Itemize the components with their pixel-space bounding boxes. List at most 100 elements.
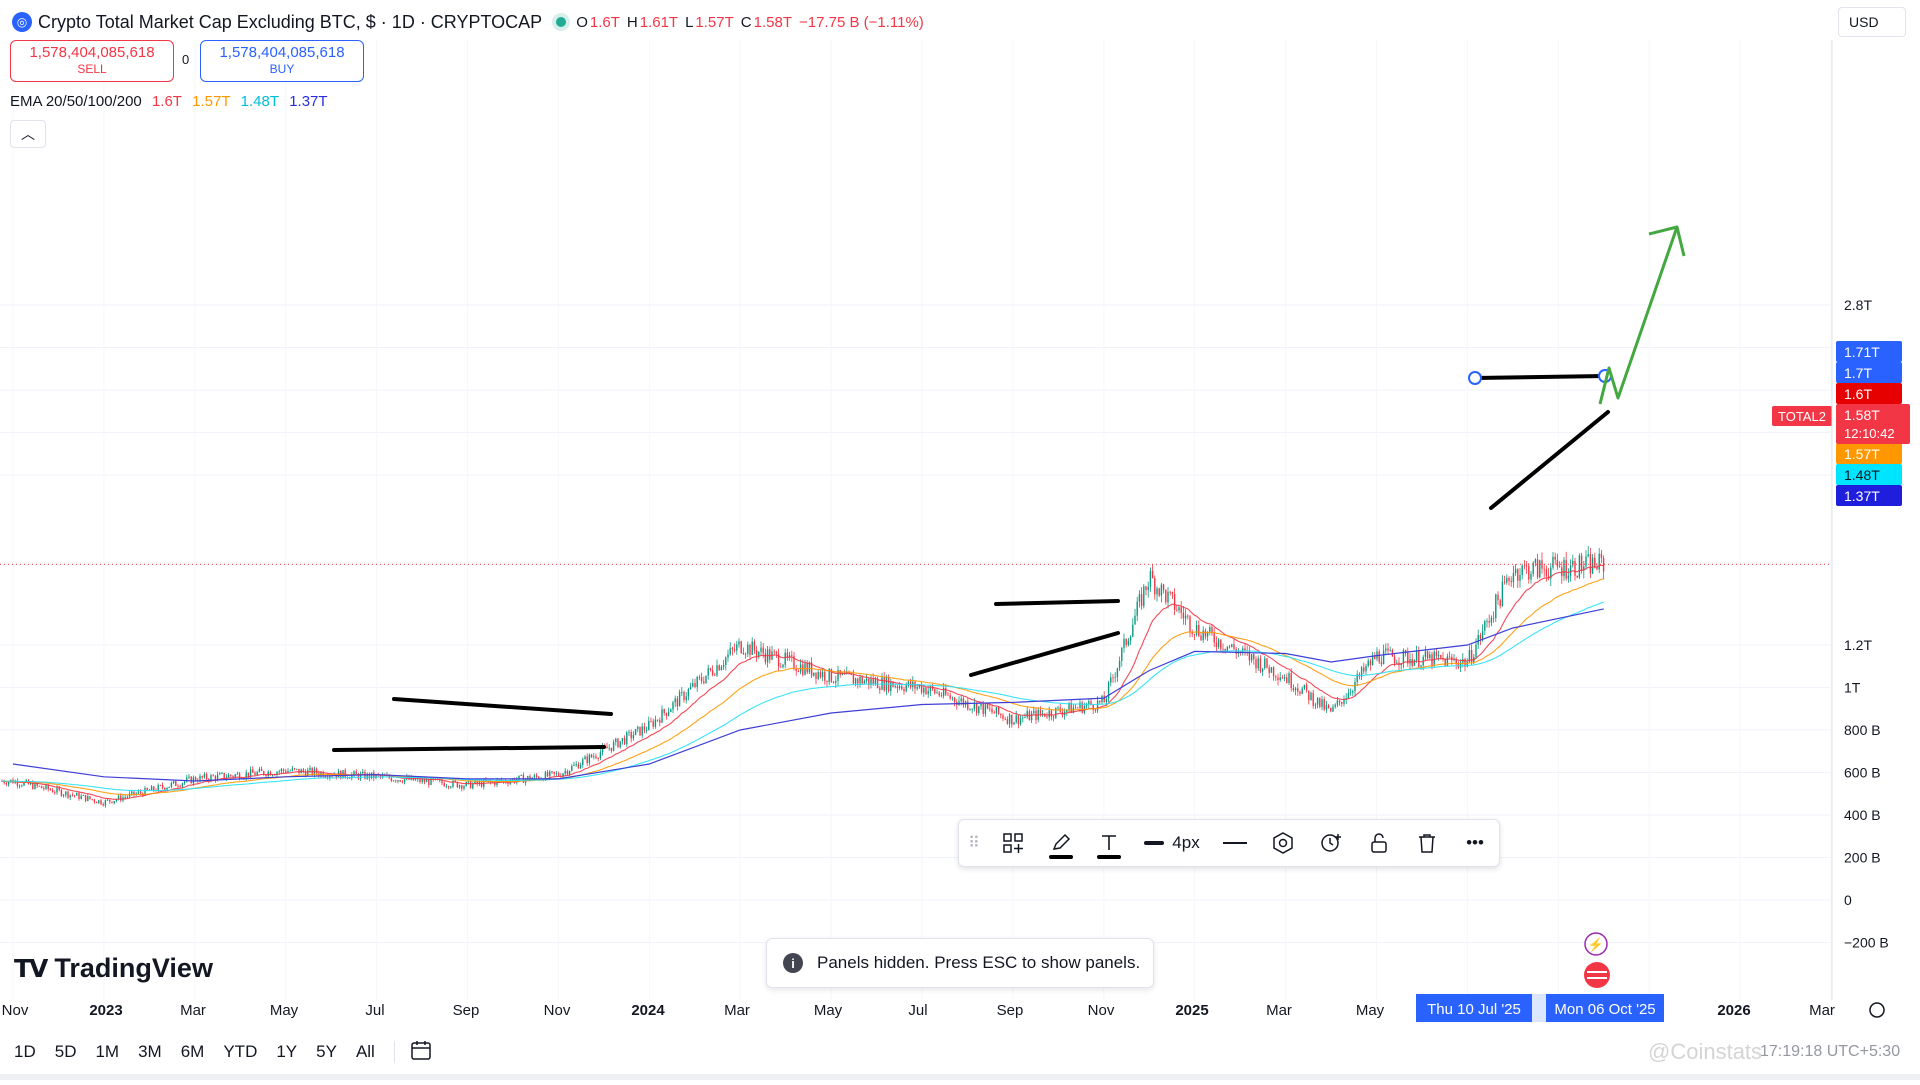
candle-body: [1011, 714, 1013, 725]
sell-button[interactable]: 1,578,404,085,618 SELL: [10, 40, 174, 82]
candle-body: [971, 708, 973, 710]
candle-body: [1525, 565, 1528, 567]
settings-hexagon-icon[interactable]: [1263, 825, 1303, 861]
range-5y[interactable]: 5Y: [316, 1042, 337, 1061]
candle-body: [1039, 709, 1042, 714]
clock[interactable]: 17:19:18 UTC+5:30: [1760, 1043, 1901, 1060]
candle-body: [175, 781, 177, 787]
candle-body: [986, 704, 989, 709]
candle-body: [1277, 677, 1279, 681]
anchor-handle[interactable]: [1468, 371, 1482, 385]
range-3m[interactable]: 3M: [138, 1042, 162, 1061]
text-color-icon[interactable]: [1089, 825, 1129, 861]
range-ytd[interactable]: YTD: [223, 1042, 258, 1061]
candle-body: [588, 754, 591, 764]
candle-body: [1145, 586, 1147, 591]
candle-body: [1066, 709, 1068, 712]
candle-body: [791, 655, 793, 657]
candle-body: [293, 768, 296, 770]
ema-100-line: [2, 601, 1604, 792]
candle-body: [1261, 668, 1264, 672]
range-5d[interactable]: 5D: [54, 1042, 77, 1061]
candle-body: [566, 770, 569, 775]
candle-body: [1508, 577, 1510, 581]
candle-body: [839, 670, 841, 675]
price-label: [1836, 464, 1902, 485]
candle-body: [841, 673, 844, 675]
pencil-color-icon[interactable]: [1041, 825, 1081, 861]
candle-body: [1554, 556, 1556, 560]
ema-legend[interactable]: EMA 20/50/100/200 1.6T 1.57T 1.48T 1.37T: [10, 93, 334, 110]
candle-body: [1310, 692, 1312, 701]
candle-body: [601, 746, 604, 753]
price-label: [1836, 383, 1902, 404]
range-6m[interactable]: 6M: [180, 1042, 205, 1061]
time-range-end: [1546, 994, 1664, 1022]
candle-body: [995, 707, 998, 714]
range-all[interactable]: All: [355, 1042, 375, 1061]
market-status-dot: [556, 17, 567, 27]
line-width-icon[interactable]: 4px: [1137, 825, 1207, 861]
candle-body: [788, 655, 791, 658]
candle-body: [307, 770, 309, 777]
candle-body: [942, 688, 945, 696]
candle-body: [89, 796, 91, 800]
candle-body: [821, 671, 824, 678]
more-icon[interactable]: •••: [1466, 833, 1484, 852]
candle-body: [5, 783, 8, 785]
candle-body: [280, 769, 283, 772]
candle-body: [289, 770, 291, 772]
candle-body: [1209, 627, 1211, 632]
candle-body: [797, 671, 800, 672]
candle-body: [1173, 594, 1176, 610]
candle-body: [1132, 624, 1134, 637]
gear-icon[interactable]: [1869, 1002, 1885, 1018]
range-1y[interactable]: 1Y: [276, 1042, 298, 1061]
candle-body: [1195, 625, 1198, 635]
candle-body: [439, 779, 441, 781]
candle-body: [903, 689, 905, 692]
time-tick-label: May: [814, 1002, 843, 1019]
range-1m[interactable]: 1M: [95, 1042, 120, 1061]
candle-body: [819, 672, 822, 678]
candle-body: [621, 738, 624, 742]
currency-selector[interactable]: USD: [1838, 7, 1906, 37]
range-1d[interactable]: 1D: [14, 1042, 36, 1061]
line-style-icon[interactable]: [1215, 825, 1255, 861]
candle-body: [236, 773, 239, 775]
candle-body: [557, 773, 560, 776]
candle-body: [1435, 651, 1438, 657]
candle-body: [1336, 700, 1339, 705]
unlock-icon[interactable]: [1359, 825, 1399, 861]
candle-body: [1576, 575, 1578, 578]
candle-body: [1587, 554, 1589, 557]
candle-body: [194, 777, 197, 781]
candle-body: [817, 672, 819, 679]
candle-body: [1332, 706, 1334, 712]
alert-clock-icon[interactable]: [1311, 825, 1351, 861]
trash-icon[interactable]: [1407, 825, 1447, 861]
tradingview-logo[interactable]: 𝗧𝗩 TradingView: [14, 953, 213, 984]
candle-body: [1334, 704, 1336, 707]
candle-body: [291, 768, 294, 771]
candle-body: [890, 681, 892, 692]
drag-handle-icon[interactable]: ⠿: [968, 835, 980, 852]
price-label-text: 1.48T: [1844, 467, 1880, 483]
candle-body: [1327, 705, 1330, 708]
candle-body: [808, 662, 811, 673]
candle-body: [269, 771, 272, 776]
candle-body: [1321, 699, 1323, 707]
candle-body: [923, 687, 925, 693]
candle-body: [1231, 644, 1233, 647]
candle-body: [1114, 676, 1116, 678]
candle-body: [58, 787, 60, 790]
symbol-title[interactable]: Crypto Total Market Cap Excluding BTC, $…: [38, 11, 543, 32]
templates-icon[interactable]: [993, 825, 1033, 861]
horizontal-scrollbar[interactable]: [0, 1074, 1920, 1080]
go-to-date-icon[interactable]: [409, 1038, 433, 1067]
candle-body: [1154, 577, 1156, 595]
collapse-legend-button[interactable]: ︿: [10, 120, 46, 148]
candle-body: [1433, 651, 1435, 666]
buy-button[interactable]: 1,578,404,085,618 BUY: [200, 40, 364, 82]
